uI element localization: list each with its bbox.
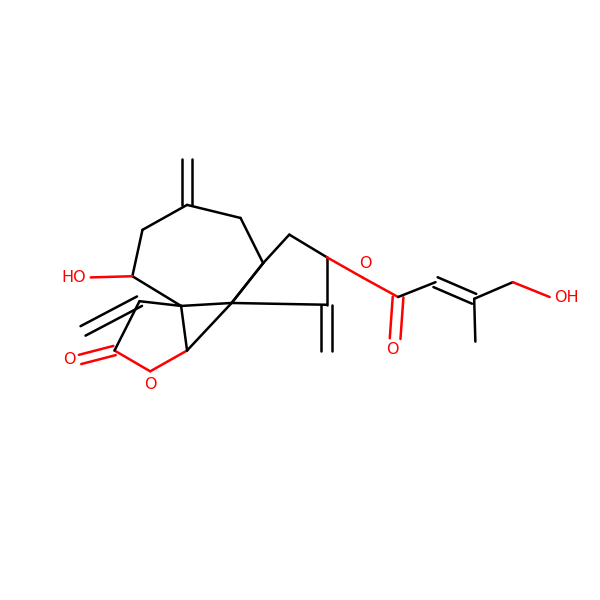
Text: OH: OH	[554, 290, 579, 305]
Text: O: O	[144, 377, 157, 392]
Text: O: O	[386, 341, 398, 356]
Text: O: O	[359, 256, 371, 271]
Text: O: O	[63, 352, 75, 367]
Text: HO: HO	[61, 270, 86, 285]
